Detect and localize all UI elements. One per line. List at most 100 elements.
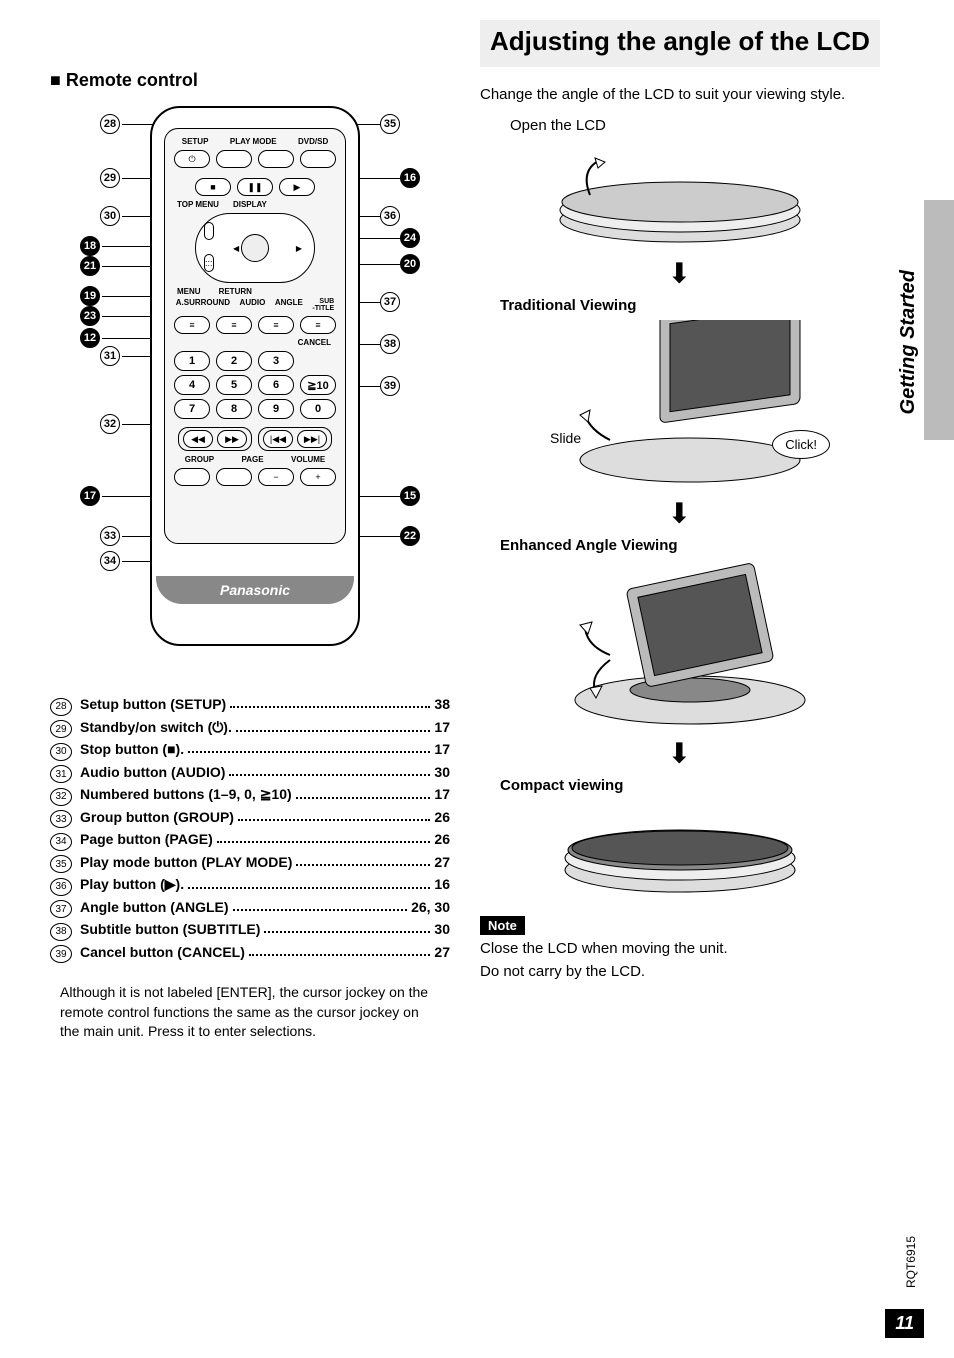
menu-button[interactable]: :::: [204, 254, 214, 272]
device-traditional-illustration: Slide Click!: [540, 320, 820, 490]
callout-23: 23: [80, 306, 100, 326]
label-subtitle: SUB-TITLE: [312, 298, 334, 312]
open-lcd-label: Open the LCD: [510, 117, 880, 134]
pause-button[interactable]: ❚❚: [237, 178, 273, 196]
prev-button[interactable]: |◀◀: [263, 430, 293, 448]
callout-12: 12: [80, 328, 100, 348]
callout-29: 29: [100, 168, 120, 188]
angle-button[interactable]: ≡: [258, 316, 294, 334]
callout-28: 28: [100, 114, 120, 134]
label-volume: VOLUME: [291, 455, 325, 464]
callout-34: 34: [100, 551, 120, 571]
audio-button[interactable]: ≡: [216, 316, 252, 334]
num-3[interactable]: 3: [258, 351, 294, 371]
note-tag: Note: [480, 916, 525, 935]
brand-label: Panasonic: [156, 576, 354, 604]
num-7[interactable]: 7: [174, 399, 210, 419]
label-topmenu: TOP MENU: [177, 200, 219, 209]
slide-label: Slide: [550, 430, 581, 446]
num-5[interactable]: 5: [216, 375, 252, 395]
ref-item-39: 39Cancel button (CANCEL)27: [50, 944, 450, 964]
callout-39: 39: [380, 376, 400, 396]
label-dvdsd: DVD/SD: [298, 137, 328, 146]
ref-item-35: 35Play mode button (PLAY MODE)27: [50, 854, 450, 874]
enter-button[interactable]: [241, 234, 269, 262]
label-playmode: PLAY MODE: [230, 137, 277, 146]
callout-24: 24: [400, 228, 420, 248]
lcd-intro: Change the angle of the LCD to suit your…: [480, 85, 880, 105]
note-line-2: Do not carry by the LCD.: [480, 962, 880, 982]
num-2[interactable]: 2: [216, 351, 252, 371]
ff-button[interactable]: ▶▶: [217, 430, 247, 448]
arrow-down-icon-3: ➡: [664, 738, 697, 768]
page-number: 11: [885, 1309, 924, 1338]
device-compact-illustration: [540, 800, 820, 900]
click-bubble: Click!: [772, 430, 830, 459]
setup-button[interactable]: [216, 150, 252, 168]
label-cancel: CANCEL: [298, 338, 331, 347]
reference-list: 28Setup button (SETUP)38 29Standby/on swi…: [50, 696, 450, 963]
callout-19: 19: [80, 286, 100, 306]
arrow-down-icon-2: ➡: [664, 498, 697, 528]
label-menu: MENU: [177, 287, 201, 296]
play-button[interactable]: ▶: [279, 178, 315, 196]
callout-35: 35: [380, 114, 400, 134]
vol-down-button[interactable]: −: [258, 468, 294, 486]
label-page: PAGE: [242, 455, 264, 464]
topmenu-button[interactable]: [204, 222, 214, 240]
cursor-jockey[interactable]: ::: ◀ ▶: [195, 213, 315, 283]
label-setup: SETUP: [182, 137, 209, 146]
callout-17: 17: [80, 486, 100, 506]
callout-31: 31: [100, 346, 120, 366]
callout-15: 15: [400, 486, 420, 506]
stop-button[interactable]: ■: [195, 178, 231, 196]
callout-21: 21: [80, 256, 100, 276]
subtitle-button[interactable]: ≡: [300, 316, 336, 334]
ref-item-31: 31Audio button (AUDIO)30: [50, 764, 450, 784]
callout-32: 32: [100, 414, 120, 434]
num-9[interactable]: 9: [258, 399, 294, 419]
num-gte10[interactable]: ≧10: [300, 375, 336, 395]
remote-outline: SETUP PLAY MODE DVD/SD ⏻ ■ ❚❚ ▶: [150, 106, 360, 646]
ref-item-30: 30Stop button (■).17: [50, 741, 450, 761]
callout-22: 22: [400, 526, 420, 546]
page-button[interactable]: [216, 468, 252, 486]
compact-label: Compact viewing: [500, 777, 880, 794]
enhanced-label: Enhanced Angle Viewing: [500, 537, 880, 554]
label-group: GROUP: [185, 455, 214, 464]
num-0[interactable]: 0: [300, 399, 336, 419]
ref-item-28: 28Setup button (SETUP)38: [50, 696, 450, 716]
side-tab: [924, 200, 954, 440]
power-button[interactable]: ⏻: [174, 150, 210, 168]
label-return: RETURN: [219, 287, 252, 296]
num-4[interactable]: 4: [174, 375, 210, 395]
callout-30: 30: [100, 206, 120, 226]
num-6[interactable]: 6: [258, 375, 294, 395]
ref-item-36: 36Play button (▶).16: [50, 876, 450, 896]
callout-38: 38: [380, 334, 400, 354]
num-8[interactable]: 8: [216, 399, 252, 419]
ref-item-29: 29Standby/on switch (⏻).17: [50, 719, 450, 739]
num-1[interactable]: 1: [174, 351, 210, 371]
rew-button[interactable]: ◀◀: [183, 430, 213, 448]
ref-item-33: 33Group button (GROUP)26: [50, 809, 450, 829]
enter-note: Although it is not labeled [ENTER], the …: [50, 983, 450, 1042]
dvdsd-button[interactable]: [300, 150, 336, 168]
ref-item-38: 38Subtitle button (SUBTITLE)30: [50, 921, 450, 941]
callout-33: 33: [100, 526, 120, 546]
asurround-button[interactable]: ≡: [174, 316, 210, 334]
next-button[interactable]: ▶▶|: [297, 430, 327, 448]
label-angle: ANGLE: [275, 298, 303, 312]
callout-36: 36: [380, 206, 400, 226]
remote-section-title: Remote control: [50, 70, 450, 91]
arrow-down-icon: ➡: [664, 258, 697, 288]
label-asurround: A.SURROUND: [176, 298, 230, 312]
playmode-button[interactable]: [258, 150, 294, 168]
traditional-label: Traditional Viewing: [500, 297, 880, 314]
group-button[interactable]: [174, 468, 210, 486]
device-enhanced-illustration: [540, 560, 820, 730]
callout-16: 16: [400, 168, 420, 188]
ref-item-37: 37Angle button (ANGLE)26, 30: [50, 899, 450, 919]
vol-up-button[interactable]: +: [300, 468, 336, 486]
doc-id: RQT6915: [904, 1236, 918, 1288]
